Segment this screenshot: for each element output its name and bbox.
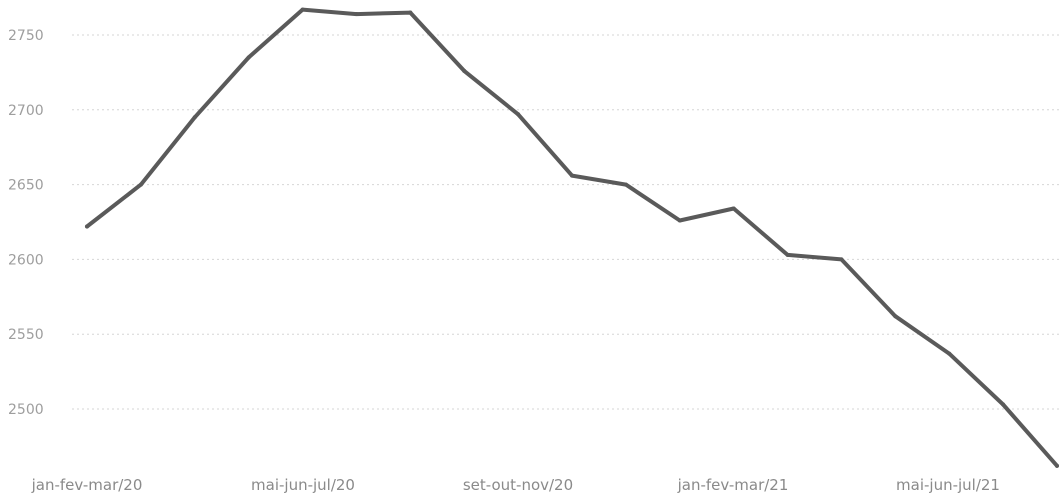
x-axis-ticks: jan-fev-mar/20 mai-jun-jul/20 set-out-nov/… xyxy=(31,476,1000,494)
data-point xyxy=(192,115,197,120)
data-point xyxy=(138,182,143,187)
y-axis-ticks: 2500 2550 2600 2650 2700 2750 xyxy=(8,28,44,418)
data-point xyxy=(1001,402,1006,407)
data-point xyxy=(570,173,574,178)
data-point xyxy=(85,224,89,229)
data-point xyxy=(1055,463,1059,468)
data-point xyxy=(839,257,844,262)
y-tick-label: 2600 xyxy=(8,252,44,268)
data-point xyxy=(408,10,413,15)
y-tick-label: 2500 xyxy=(8,402,44,418)
series-layer xyxy=(85,7,1059,468)
data-point xyxy=(246,55,251,60)
x-tick-label: mai-jun-jul/21 xyxy=(896,476,1000,494)
data-point xyxy=(677,218,682,223)
series-line xyxy=(85,7,1059,468)
data-point xyxy=(731,206,736,211)
y-tick-label: 2550 xyxy=(8,327,44,343)
x-tick-label: jan-fev-mar/21 xyxy=(677,476,789,494)
data-point xyxy=(893,314,898,319)
data-point xyxy=(300,7,305,12)
data-point xyxy=(354,12,359,17)
data-point xyxy=(785,252,790,257)
y-tick-label: 2750 xyxy=(8,28,44,44)
x-tick-label: set-out-nov/20 xyxy=(463,476,573,494)
data-point xyxy=(516,112,521,117)
data-point xyxy=(947,351,952,356)
x-tick-label: mai-jun-jul/20 xyxy=(251,476,355,494)
data-point xyxy=(462,68,467,73)
y-tick-label: 2700 xyxy=(8,103,44,119)
y-tick-label: 2650 xyxy=(8,178,44,194)
x-tick-label: jan-fev-mar/20 xyxy=(31,476,143,494)
data-point xyxy=(623,182,628,187)
